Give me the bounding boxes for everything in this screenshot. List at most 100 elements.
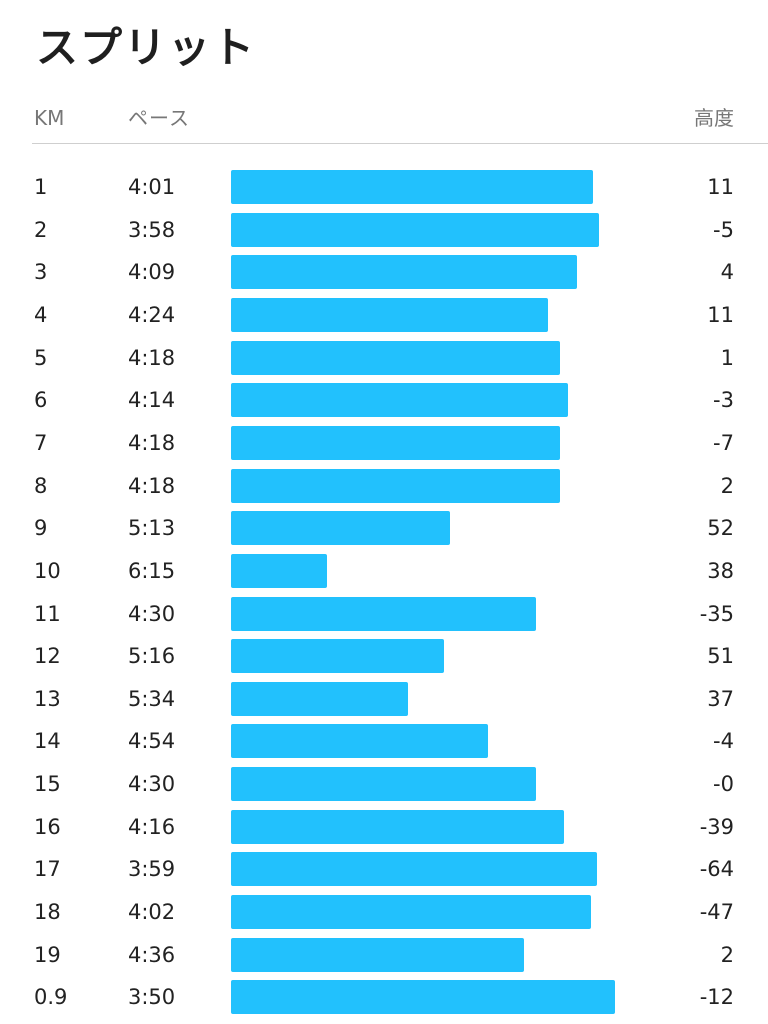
split-km: 9 [34, 516, 48, 541]
split-elevation: 52 [707, 516, 734, 541]
column-header-km: KM [34, 106, 65, 130]
split-km: 8 [34, 473, 48, 498]
split-km: 7 [34, 430, 48, 455]
split-elevation: -7 [713, 430, 734, 455]
pace-bar [231, 425, 560, 460]
pace-bar [231, 170, 594, 204]
pace-bar [231, 340, 560, 375]
split-km: 12 [34, 644, 61, 669]
pace-bar [231, 767, 536, 802]
split-pace: 4:54 [128, 729, 176, 754]
pace-bar [231, 937, 524, 972]
split-elevation: -4 [713, 729, 734, 754]
split-pace: 3:58 [128, 217, 176, 242]
split-elevation: 2 [720, 473, 734, 498]
split-row: 17 3:59 -64 [0, 848, 768, 890]
split-row: 19 4:36 2 [0, 934, 768, 976]
split-elevation: -3 [713, 388, 734, 413]
split-elevation: -39 [699, 814, 734, 839]
split-elevation: 38 [707, 558, 734, 583]
split-pace: 4:16 [128, 814, 176, 839]
split-km: 11 [34, 601, 61, 626]
split-km: 0.9 [34, 985, 68, 1010]
page-title: スプリット [36, 23, 257, 72]
split-km: 3 [34, 260, 48, 285]
pace-bar [231, 852, 598, 887]
pace-bar [231, 980, 616, 1015]
split-row: 15 4:30 -0 [0, 763, 768, 805]
split-elevation: 4 [720, 260, 734, 285]
split-elevation: -0 [713, 772, 734, 797]
split-pace: 4:01 [128, 175, 176, 199]
split-row: 6 4:14 -3 [0, 379, 768, 421]
split-pace: 4:18 [128, 430, 176, 455]
pace-bar [231, 681, 409, 716]
split-elevation: 1 [720, 345, 734, 370]
split-elevation: -64 [699, 857, 734, 882]
pace-bar [231, 809, 564, 844]
split-row: 7 4:18 -7 [0, 422, 768, 464]
split-km: 2 [34, 217, 48, 242]
header-divider [32, 143, 768, 144]
pace-bar [231, 724, 488, 759]
pace-bar [231, 468, 560, 503]
split-row: 18 4:02 -47 [0, 891, 768, 933]
split-km: 6 [34, 388, 48, 413]
split-elevation: 2 [720, 942, 734, 967]
pace-bar [231, 639, 445, 674]
pace-bar [231, 297, 548, 332]
split-pace: 4:02 [128, 900, 176, 925]
pace-bar [231, 212, 600, 247]
split-km: 18 [34, 900, 61, 925]
split-pace: 4:14 [128, 388, 176, 413]
split-elevation: 11 [707, 175, 734, 199]
split-elevation: -5 [713, 217, 734, 242]
split-row: 4 4:24 11 [0, 294, 768, 336]
split-row: 3 4:09 4 [0, 251, 768, 293]
split-km: 15 [34, 772, 61, 797]
split-elevation: 37 [707, 686, 734, 711]
split-elevation: -12 [699, 985, 734, 1010]
split-row: 8 4:18 2 [0, 465, 768, 507]
split-km: 19 [34, 942, 61, 967]
column-header-pace: ペース [128, 106, 190, 130]
pace-bar [231, 895, 592, 930]
split-pace: 4:30 [128, 601, 176, 626]
pace-bar [231, 553, 327, 588]
pace-bar [231, 596, 536, 631]
split-pace: 4:18 [128, 473, 176, 498]
pace-bar [231, 511, 451, 546]
split-pace: 3:59 [128, 857, 176, 882]
split-pace: 3:50 [128, 985, 176, 1010]
split-km: 10 [34, 558, 61, 583]
split-pace: 4:09 [128, 260, 176, 285]
split-pace: 4:30 [128, 772, 176, 797]
split-row: 10 6:15 38 [0, 550, 768, 592]
pace-bar [231, 383, 568, 418]
split-elevation: -35 [699, 601, 734, 626]
split-km: 16 [34, 814, 61, 839]
split-km: 1 [34, 175, 48, 199]
split-pace: 4:18 [128, 345, 176, 370]
split-row: 0.9 3:50 -12 [0, 976, 768, 1018]
split-elevation: 51 [707, 644, 734, 669]
split-km: 5 [34, 345, 48, 370]
split-row: 11 4:30 -35 [0, 593, 768, 635]
split-row: 1 4:01 11 [0, 166, 768, 208]
split-row: 5 4:18 1 [0, 337, 768, 379]
pace-bar [231, 255, 578, 290]
split-km: 4 [34, 302, 48, 327]
split-row: 2 3:58 -5 [0, 209, 768, 251]
split-row: 14 4:54 -4 [0, 720, 768, 762]
split-km: 13 [34, 686, 61, 711]
split-pace: 4:24 [128, 302, 176, 327]
split-row: 13 5:34 37 [0, 678, 768, 720]
split-pace: 4:36 [128, 942, 176, 967]
split-km: 14 [34, 729, 61, 754]
column-header-elevation: 高度 [694, 106, 734, 130]
split-km: 17 [34, 857, 61, 882]
split-pace: 5:13 [128, 516, 176, 541]
split-elevation: -47 [699, 900, 734, 925]
split-pace: 5:16 [128, 644, 176, 669]
